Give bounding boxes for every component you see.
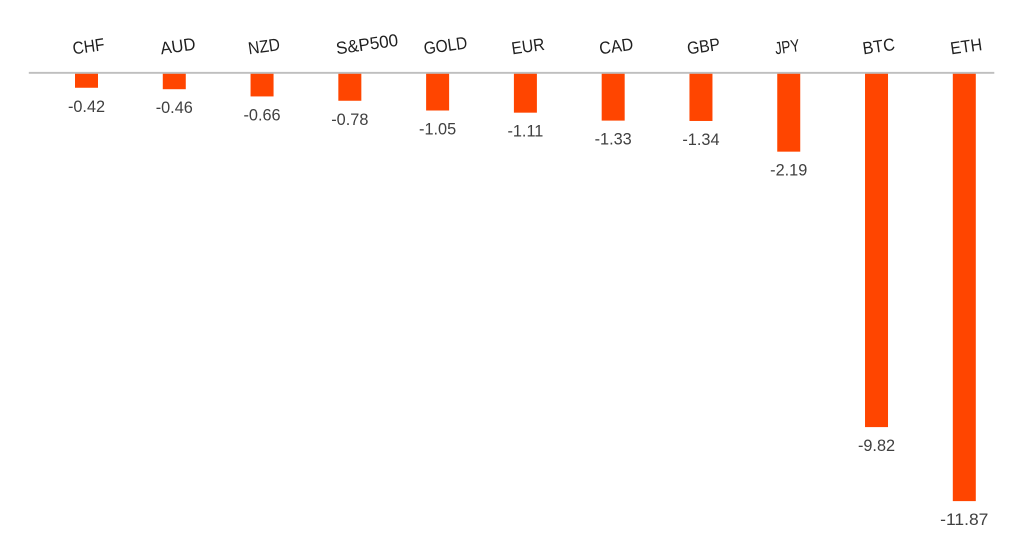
svg-text:JPY: JPY bbox=[774, 35, 802, 58]
svg-text:BTC: BTC bbox=[861, 34, 896, 58]
svg-text:ETH: ETH bbox=[949, 34, 983, 58]
svg-text:GBP: GBP bbox=[686, 34, 722, 58]
svg-text:-9.82: -9.82 bbox=[858, 437, 895, 455]
svg-text:-0.66: -0.66 bbox=[243, 106, 280, 124]
svg-text:-2.19: -2.19 bbox=[770, 162, 807, 180]
svg-text:CAD: CAD bbox=[598, 34, 635, 59]
svg-text:-1.33: -1.33 bbox=[595, 131, 632, 149]
svg-text:-1.11: -1.11 bbox=[507, 123, 543, 141]
svg-text:EUR: EUR bbox=[510, 34, 546, 58]
svg-text:AUD: AUD bbox=[159, 34, 197, 59]
svg-text:-0.42: -0.42 bbox=[68, 98, 105, 116]
svg-text:CHF: CHF bbox=[71, 34, 105, 58]
svg-text:NZD: NZD bbox=[247, 34, 281, 58]
svg-text:-11.87: -11.87 bbox=[940, 511, 988, 529]
svg-text:-1.34: -1.34 bbox=[682, 131, 719, 149]
svg-text:-1.05: -1.05 bbox=[419, 121, 456, 139]
svg-text:-0.46: -0.46 bbox=[156, 99, 193, 117]
svg-text:-0.78: -0.78 bbox=[331, 111, 368, 129]
